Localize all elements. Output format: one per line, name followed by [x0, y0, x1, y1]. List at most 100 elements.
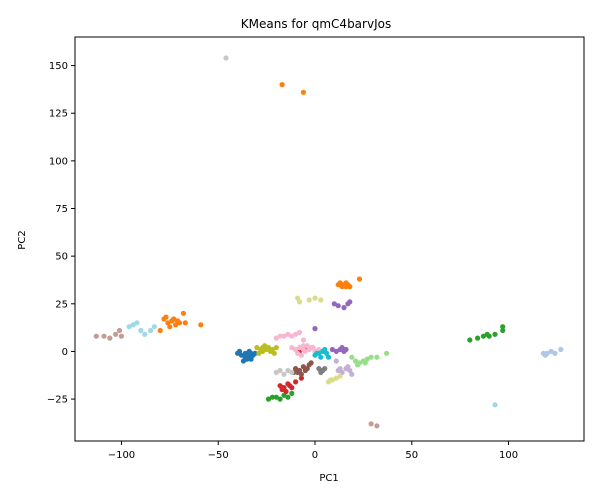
data-point — [368, 354, 374, 360]
data-point — [279, 385, 285, 391]
data-point — [101, 333, 107, 339]
data-point — [341, 305, 347, 311]
data-point — [281, 333, 287, 339]
data-point — [269, 394, 275, 400]
data-point — [265, 396, 272, 402]
data-point — [558, 346, 564, 353]
data-point — [198, 322, 204, 328]
data-point — [484, 331, 490, 337]
data-point — [163, 314, 169, 320]
data-point — [277, 333, 283, 339]
data-point — [548, 348, 554, 354]
data-point — [281, 371, 287, 377]
data-point — [349, 371, 355, 377]
x-axis: −100 −50 0 50 100 — [108, 441, 518, 461]
data-point — [356, 276, 363, 282]
data-point — [296, 345, 303, 351]
data-point — [327, 377, 334, 383]
data-point — [349, 354, 355, 360]
data-point — [248, 356, 254, 362]
data-point — [236, 348, 243, 354]
data-point — [142, 331, 148, 337]
data-point — [312, 295, 318, 301]
data-point — [295, 369, 301, 375]
data-point — [300, 89, 306, 95]
chart-title: KMeans for qmC4barvJos — [241, 17, 391, 31]
y-tick-label: 75 — [55, 204, 68, 215]
data-point — [314, 350, 320, 356]
data-point — [289, 369, 295, 375]
x-tick-label: 100 — [499, 450, 518, 461]
data-point — [345, 364, 351, 370]
data-point — [93, 333, 99, 339]
data-point — [318, 297, 324, 303]
data-point — [552, 350, 558, 356]
data-point — [475, 335, 481, 341]
data-point — [180, 310, 186, 316]
data-point — [333, 358, 339, 364]
x-tick-label: 50 — [405, 450, 418, 461]
data-point — [368, 421, 374, 427]
data-point — [542, 352, 548, 358]
data-point — [126, 324, 132, 330]
data-point — [285, 367, 291, 374]
data-point — [289, 390, 295, 396]
data-point — [296, 299, 303, 305]
data-point — [329, 346, 335, 353]
data-point — [298, 352, 304, 358]
data-point — [331, 301, 337, 307]
data-point — [244, 356, 250, 362]
data-point — [500, 327, 506, 334]
data-point — [157, 327, 163, 334]
data-point — [175, 318, 181, 324]
data-point — [147, 327, 154, 334]
data-point — [312, 326, 318, 332]
y-axis-label: PC2 — [17, 230, 28, 249]
data-point — [347, 299, 353, 305]
data-point — [500, 324, 506, 330]
data-point — [318, 367, 324, 374]
data-point — [343, 346, 349, 353]
points-layer — [93, 55, 564, 429]
data-point — [337, 373, 343, 379]
plot-frame — [74, 36, 585, 442]
data-point — [283, 388, 289, 395]
x-tick-label: 0 — [312, 450, 318, 461]
data-point — [318, 354, 324, 360]
data-point — [182, 320, 188, 326]
data-point — [293, 379, 299, 385]
data-point — [492, 331, 498, 337]
data-point — [302, 348, 308, 354]
x-tick-label: −100 — [108, 450, 135, 461]
data-point — [322, 346, 328, 353]
data-point — [308, 360, 314, 366]
data-point — [285, 394, 291, 400]
y-tick-label: 25 — [55, 299, 68, 310]
data-point — [306, 297, 312, 303]
data-point — [167, 324, 173, 330]
y-tick-label: 0 — [62, 347, 68, 358]
data-point — [343, 284, 349, 290]
y-axis: −25 0 25 50 75 100 125 150 — [47, 61, 75, 406]
data-point — [264, 346, 270, 353]
data-point — [362, 360, 368, 366]
y-tick-label: 50 — [55, 252, 68, 263]
data-point — [260, 345, 266, 351]
y-tick-label: 125 — [49, 109, 68, 120]
data-point — [339, 345, 345, 351]
data-point — [242, 350, 248, 356]
data-point — [293, 331, 299, 337]
data-point — [347, 284, 353, 290]
data-point — [173, 322, 179, 328]
data-point — [113, 331, 119, 337]
data-point — [260, 348, 266, 354]
data-point — [248, 350, 254, 356]
data-point — [339, 282, 345, 288]
data-point — [302, 367, 308, 374]
data-point — [322, 366, 328, 372]
data-point — [252, 350, 258, 356]
data-point — [171, 316, 177, 322]
y-tick-label: 150 — [49, 61, 68, 72]
data-point — [279, 82, 285, 88]
